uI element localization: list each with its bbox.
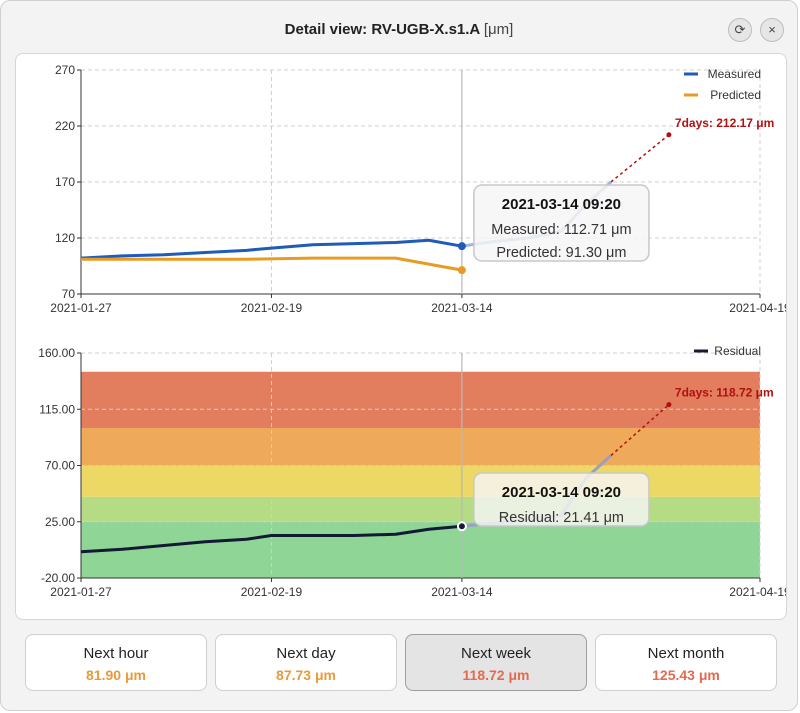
x-tick-label: 2021-01-27 [50,585,112,599]
next-month-label: Next month [647,645,725,662]
tooltip-box [473,472,650,527]
forecast-label: 7days: 212.17 μm [675,116,774,130]
tooltip-box [473,184,650,262]
x-tick-label: 2021-03-14 [431,301,493,315]
next-hour-label: Next hour [83,645,149,662]
legend-label: Predicted [710,88,761,102]
x-tick-label: 2021-01-27 [50,301,112,315]
forecast-point [666,132,672,138]
tooltip-line: Predicted: 91.30 μm [496,245,626,261]
y-tick-label: 70.00 [45,459,75,473]
x-tick-label: 2021-03-14 [431,585,493,599]
tooltip-line: Residual: 21.41 μm [499,510,624,526]
y-tick-label: 25.00 [45,515,75,529]
forecast-line [610,404,670,457]
x-tick-label: 2021-02-19 [241,585,303,599]
next-day-button[interactable]: Next day 87.73 μm [215,634,397,691]
next-day-label: Next day [276,645,336,662]
series-line-residual [80,524,463,554]
series-line-predicted [81,256,463,272]
next-hour-value: 81.90 μm [86,667,146,683]
y-tick-label: 270 [55,63,75,77]
next-day-value: 87.73 μm [276,667,336,683]
y-tick-label: 160.00 [38,346,75,360]
cursor-point-residual [456,521,467,532]
risk-band [81,428,760,466]
legend-label: Residual [714,344,761,358]
chart-panel: 70 120 170 220 270 2021-01-27 2021-02-19 2021-0… [15,53,787,620]
forecast-point [666,402,672,408]
y-tick-label: 120 [55,231,75,245]
window-title-text: Detail view: RV-UGB-X.s1.A [284,21,480,38]
risk-band [81,496,760,522]
x-tick-label: 2021-02-19 [241,301,303,315]
window-title: Detail view: RV-UGB-X.s1.A [μm] [1,21,797,38]
measured-predicted-chart[interactable]: 70 120 170 220 270 2021-01-27 2021-02-19 2021-0… [16,54,786,334]
x-tick-label: 2021-04-19 [729,585,786,599]
y-tick-label: 115.00 [39,402,75,416]
next-hour-button[interactable]: Next hour 81.90 μm [25,634,207,691]
forecast-label: 7days: 118.72 μm [675,386,774,400]
refresh-button[interactable]: ⟳ [728,18,752,42]
forecast-line [610,134,670,183]
next-month-button[interactable]: Next month 125.43 μm [595,634,777,691]
tooltip-title: 2021-03-14 09:20 [502,484,621,501]
legend-label: Measured [708,67,761,81]
y-tick-label: 170 [55,175,75,189]
next-week-button[interactable]: Next week 118.72 μm [405,634,587,691]
cursor-point-predicted [457,266,466,275]
residual-chart[interactable]: -20.00 25.00 70.00 115.00 160.00 2021-01-27 20… [16,336,786,620]
x-tick-label: 2021-04-19 [729,301,786,315]
next-week-value: 118.72 μm [462,667,530,683]
y-tick-label: -20.00 [41,571,75,585]
close-button[interactable]: × [760,18,784,42]
prediction-buttons: Next hour 81.90 μm Next day 87.73 μm Nex… [25,634,777,692]
risk-band [81,371,760,428]
tooltip-line: Measured: 112.71 μm [491,222,631,238]
tooltip-title: 2021-03-14 09:20 [502,196,621,213]
refresh-icon: ⟳ [734,22,746,37]
next-week-label: Next week [460,645,532,662]
window-title-unit: [μm] [483,21,514,38]
y-tick-label: 220 [55,119,75,133]
close-icon: × [768,22,776,37]
risk-band [81,465,760,497]
cursor-point-measured [457,242,466,251]
y-tick-label: 70 [62,287,76,301]
next-month-value: 125.43 μm [652,667,720,683]
series-line-measured [80,238,463,260]
